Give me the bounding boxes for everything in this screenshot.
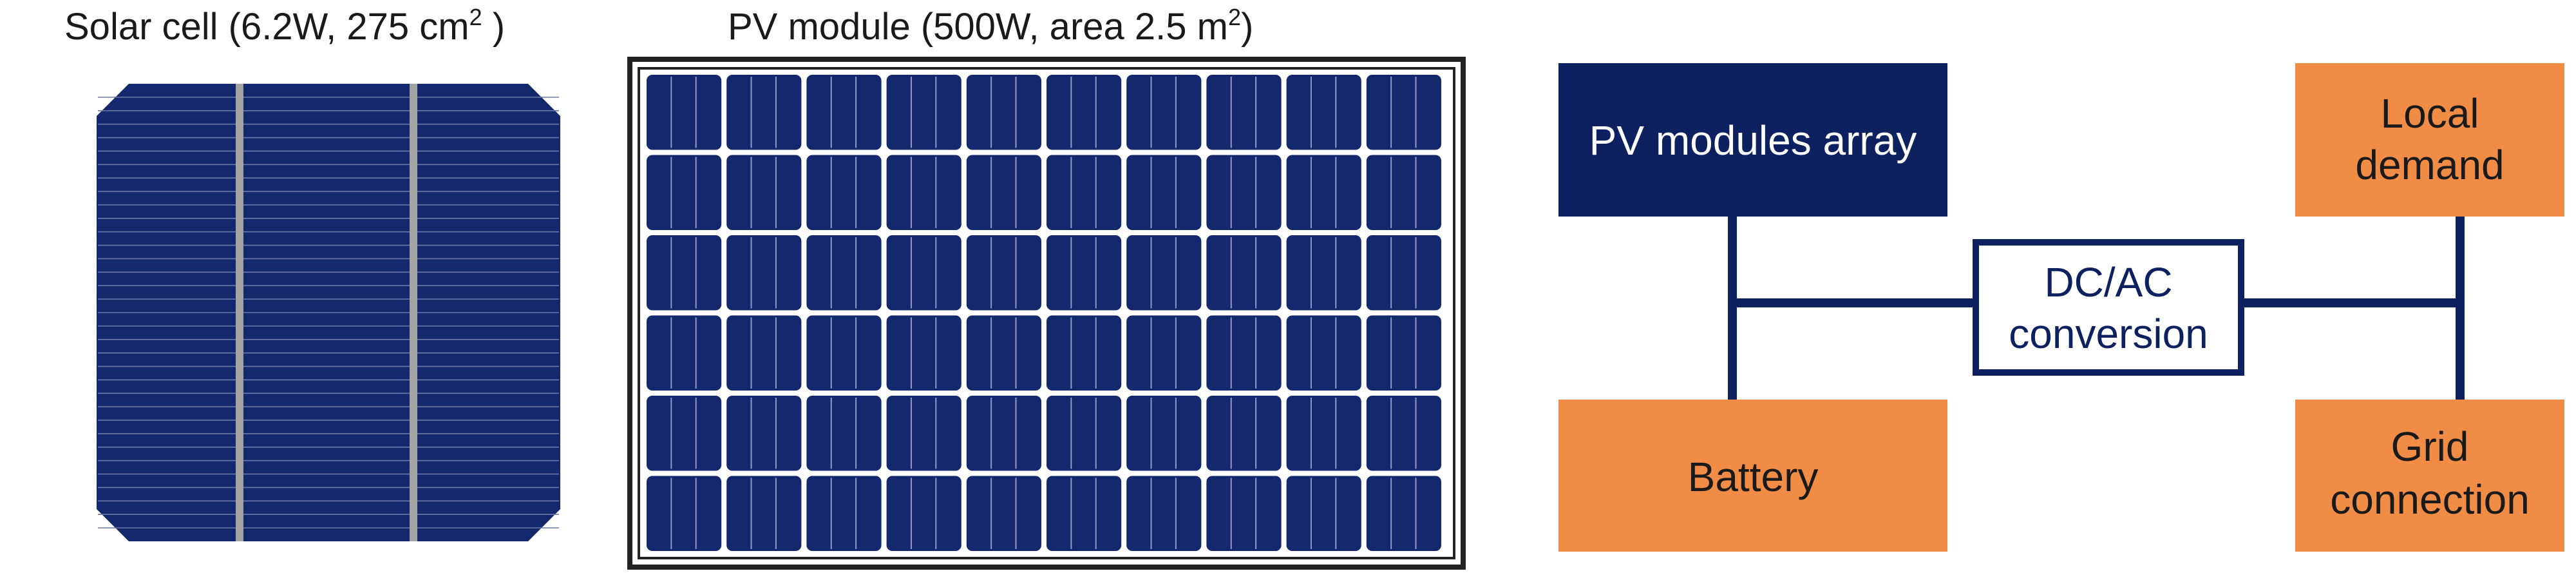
module-cell [726,476,802,551]
module-cell [1366,75,1441,150]
pv-array-box: PV modules array [1558,63,1947,217]
local-demand-line2: demand [2355,142,2504,188]
module-cell [886,155,961,230]
pv-array-label: PV modules array [1589,117,1917,164]
module-cell [966,396,1041,471]
module-cell [1206,476,1282,551]
local-demand-box: Local demand [2295,63,2564,217]
module-cell [1286,155,1361,230]
module-cell [1206,396,1282,471]
module-cell [1366,315,1441,391]
solar-cell-busbar [236,84,243,541]
grid-connection-line2: connection [2330,476,2530,523]
module-cell [647,235,722,311]
module-cell [806,476,882,551]
module-cell [726,155,802,230]
module-cell [726,315,802,391]
module-cell [1206,315,1282,391]
grid-connection-line1: Grid [2391,423,2469,470]
module-cell [647,155,722,230]
pv-module-title: PV module (500W, area 2.5 m2) [728,4,1254,48]
module-cell [966,235,1041,311]
module-cell [647,396,722,471]
module-cell [1286,396,1361,471]
connectors [1728,217,2465,400]
module-cell [1126,476,1202,551]
module-cell [647,75,722,150]
module-cell [1126,396,1202,471]
module-cell [1366,155,1441,230]
solar-cell-busbar [410,84,417,541]
module-cell [1046,396,1122,471]
module-cell [726,396,802,471]
module-cell [886,315,961,391]
module-cell [1366,476,1441,551]
module-cell [806,75,882,150]
module-cell [726,235,802,311]
dc-ac-label-line1: DC/AC [2044,259,2172,305]
grid-connection-box: Grid connection [2295,400,2564,552]
module-cell [1206,235,1282,311]
module-cell [966,155,1041,230]
module-cell [1286,235,1361,311]
module-cell [1126,315,1202,391]
module-cell [966,476,1041,551]
module-cell [726,75,802,150]
module-cell [1046,75,1122,150]
local-demand-line1: Local [2381,90,2479,137]
module-cell [647,476,722,551]
module-cell [1206,75,1282,150]
pv-module-cells [647,75,1441,551]
module-cell [1366,235,1441,311]
module-cell [1126,155,1202,230]
battery-box: Battery [1558,400,1947,552]
module-cell [806,155,882,230]
module-cell [1206,155,1282,230]
solar-cell [97,84,560,541]
module-cell [647,315,722,391]
dc-ac-converter-box: DC/AC conversion [1973,239,2244,376]
module-cell [1286,315,1361,391]
module-cell [886,235,961,311]
solar-cell-fingers [98,97,559,528]
module-cell [886,476,961,551]
module-cell [1286,75,1361,150]
module-cell [1046,476,1122,551]
battery-label: Battery [1688,454,1819,500]
module-cell [806,396,882,471]
module-cell [1126,75,1202,150]
solar-cell-title: Solar cell (6.2W, 275 cm2 ) [64,4,506,48]
module-cell [966,315,1041,391]
module-cell [1126,235,1202,311]
module-cell [806,315,882,391]
module-cell [806,235,882,311]
dc-ac-label-line2: conversion [2009,311,2208,357]
module-cell [886,396,961,471]
pv-module [627,57,1466,570]
module-cell [966,75,1041,150]
module-cell [886,75,961,150]
module-cell [1046,235,1122,311]
module-cell [1046,315,1122,391]
module-cell [1046,155,1122,230]
module-cell [1366,396,1441,471]
module-cell [1286,476,1361,551]
